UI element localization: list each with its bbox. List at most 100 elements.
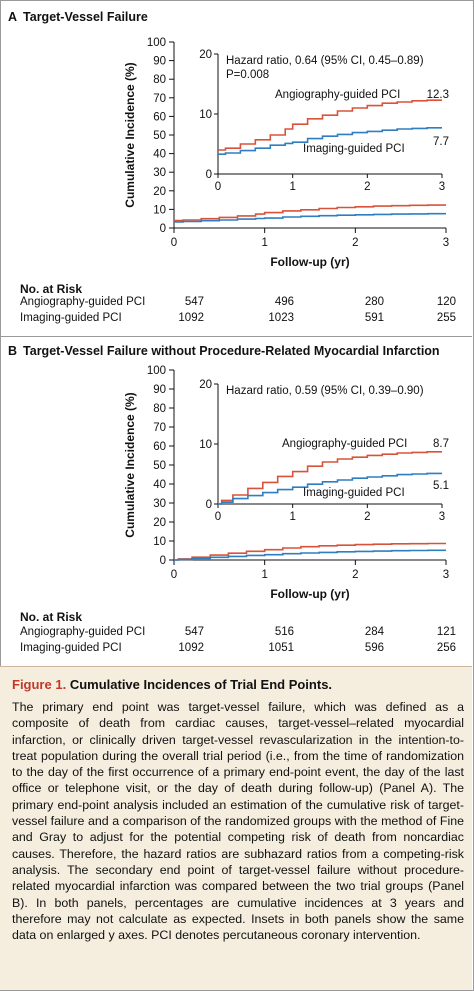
- hazard-ratio-annotation: P=0.008: [226, 69, 269, 81]
- caption-figure-label: Figure 1.: [12, 677, 67, 692]
- panel-a-letter: A: [8, 10, 18, 24]
- y-tick-label: 40: [153, 479, 166, 491]
- y-tick-label: 70: [153, 93, 166, 105]
- inset-x-tick-label: 1: [289, 511, 295, 523]
- y-tick-label: 100: [147, 365, 166, 377]
- y-tick-label: 70: [153, 422, 166, 434]
- inset-y-tick-label: 10: [199, 109, 212, 121]
- y-tick-label: 80: [153, 403, 166, 415]
- y-tick-label: 20: [153, 186, 166, 198]
- series-end-value-angio: 12.3: [427, 89, 449, 101]
- panel-a-title: A Target-Vessel Failure: [8, 10, 148, 24]
- at-risk-cell: 120: [436, 296, 456, 308]
- at-risk-cell: 496: [274, 296, 294, 308]
- inset-x-tick-label: 3: [439, 181, 445, 193]
- panel-b-at-risk-label-imaging: Imaging-guided PCI: [20, 642, 122, 654]
- y-tick-label: 40: [153, 149, 166, 161]
- panel-a-title-text: Target-Vessel Failure: [23, 10, 148, 24]
- x-axis-label: Follow-up (yr): [270, 587, 349, 601]
- caption-title: Figure 1. Cumulative Incidences of Trial…: [12, 677, 332, 692]
- y-axis-label: Cumulative Incidence (%): [123, 62, 137, 207]
- at-risk-cell: 547: [184, 626, 204, 638]
- inset-y-tick-label: 0: [206, 499, 212, 511]
- inset-series-line-imaging: [218, 127, 442, 155]
- y-tick-label: 90: [153, 56, 166, 68]
- figure-caption: Figure 1. Cumulative Incidences of Trial…: [0, 666, 472, 990]
- panel-a-at-risk-row-angio: Angiography-guided PCI 547 496 280 120: [20, 296, 460, 312]
- inset-x-tick-label: 2: [364, 181, 370, 193]
- at-risk-cell: 1092: [178, 312, 204, 324]
- panel-b-title: B Target-Vessel Failure without Procedure…: [8, 344, 440, 358]
- inset-y-tick-label: 20: [199, 379, 212, 391]
- series-label-imaging: Imaging-guided PCI: [303, 487, 405, 499]
- y-tick-label: 20: [153, 517, 166, 529]
- inset-y-tick-label: 20: [199, 49, 212, 61]
- inset-series-line-angio: [218, 99, 442, 151]
- series-label-angio: Angiography-guided PCI: [275, 89, 400, 101]
- panel-b-title-text: Target-Vessel Failure without Procedure-…: [23, 344, 440, 358]
- x-tick-label: 0: [171, 237, 177, 249]
- at-risk-cell: 1051: [268, 642, 294, 654]
- panel-b-at-risk-label-angio: Angiography-guided PCI: [20, 626, 146, 638]
- panel-divider: [0, 336, 472, 337]
- y-axis-label: Cumulative Incidence (%): [123, 392, 137, 537]
- inset-series-line-angio: [218, 451, 442, 505]
- panel-b-at-risk-heading: No. at Risk: [20, 610, 83, 624]
- at-risk-cell: 121: [436, 626, 456, 638]
- y-tick-label: 0: [160, 223, 166, 235]
- y-tick-label: 50: [153, 130, 166, 142]
- y-tick-label: 10: [153, 536, 166, 548]
- series-label-angio: Angiography-guided PCI: [282, 438, 407, 450]
- hazard-ratio-annotation: Hazard ratio, 0.59 (95% CI, 0.39–0.90): [226, 385, 424, 397]
- x-tick-label: 2: [352, 237, 358, 249]
- y-tick-label: 30: [153, 167, 166, 179]
- y-tick-label: 60: [153, 111, 166, 123]
- at-risk-cell: 1023: [268, 312, 294, 324]
- at-risk-cell: 256: [436, 642, 456, 654]
- inset-x-tick-label: 1: [289, 181, 295, 193]
- main-series-line-imaging: [174, 549, 446, 561]
- caption-title-text: Cumulative Incidences of Trial End Point…: [69, 677, 333, 692]
- x-tick-label: 2: [352, 569, 358, 581]
- series-end-value-angio: 8.7: [433, 438, 449, 450]
- series-end-value-imaging: 7.7: [433, 136, 449, 148]
- inset-x-tick-label: 0: [215, 181, 221, 193]
- panel-a-at-risk-label-angio: Angiography-guided PCI: [20, 296, 146, 308]
- at-risk-cell: 284: [364, 626, 384, 638]
- at-risk-cell: 255: [436, 312, 456, 324]
- x-tick-label: 3: [443, 237, 449, 249]
- at-risk-cell: 516: [274, 626, 294, 638]
- inset-x-tick-label: 2: [364, 511, 370, 523]
- y-tick-label: 0: [160, 555, 166, 567]
- y-tick-label: 30: [153, 498, 166, 510]
- panel-a-at-risk-heading: No. at Risk: [20, 282, 83, 296]
- at-risk-cell: 596: [364, 642, 384, 654]
- y-tick-label: 60: [153, 441, 166, 453]
- panel-a-at-risk-row-imaging: Imaging-guided PCI 1092 1023 591 255: [20, 312, 460, 328]
- inset-y-tick-label: 10: [199, 439, 212, 451]
- panel-a-at-risk-label-imaging: Imaging-guided PCI: [20, 312, 122, 324]
- series-end-value-imaging: 5.1: [433, 480, 449, 492]
- x-tick-label: 1: [261, 569, 267, 581]
- y-tick-label: 80: [153, 74, 166, 86]
- inset-series-line-imaging: [218, 472, 442, 505]
- x-tick-label: 0: [171, 569, 177, 581]
- inset-x-tick-label: 0: [215, 511, 221, 523]
- y-tick-label: 90: [153, 384, 166, 396]
- main-series-line-imaging: [174, 212, 446, 223]
- inset-y-tick-label: 0: [206, 169, 212, 181]
- caption-body: The primary end point was target-vessel …: [12, 700, 464, 943]
- at-risk-cell: 1092: [178, 642, 204, 654]
- at-risk-cell: 547: [184, 296, 204, 308]
- x-axis-label: Follow-up (yr): [270, 255, 349, 269]
- y-tick-label: 100: [147, 37, 166, 49]
- panel-b-at-risk-row-angio: Angiography-guided PCI 547 516 284 121: [20, 626, 460, 642]
- y-tick-label: 10: [153, 204, 166, 216]
- hazard-ratio-annotation: Hazard ratio, 0.64 (95% CI, 0.45–0.89): [226, 55, 424, 67]
- at-risk-cell: 280: [364, 296, 384, 308]
- x-tick-label: 3: [443, 569, 449, 581]
- y-tick-label: 50: [153, 460, 166, 472]
- inset-x-tick-label: 3: [439, 511, 445, 523]
